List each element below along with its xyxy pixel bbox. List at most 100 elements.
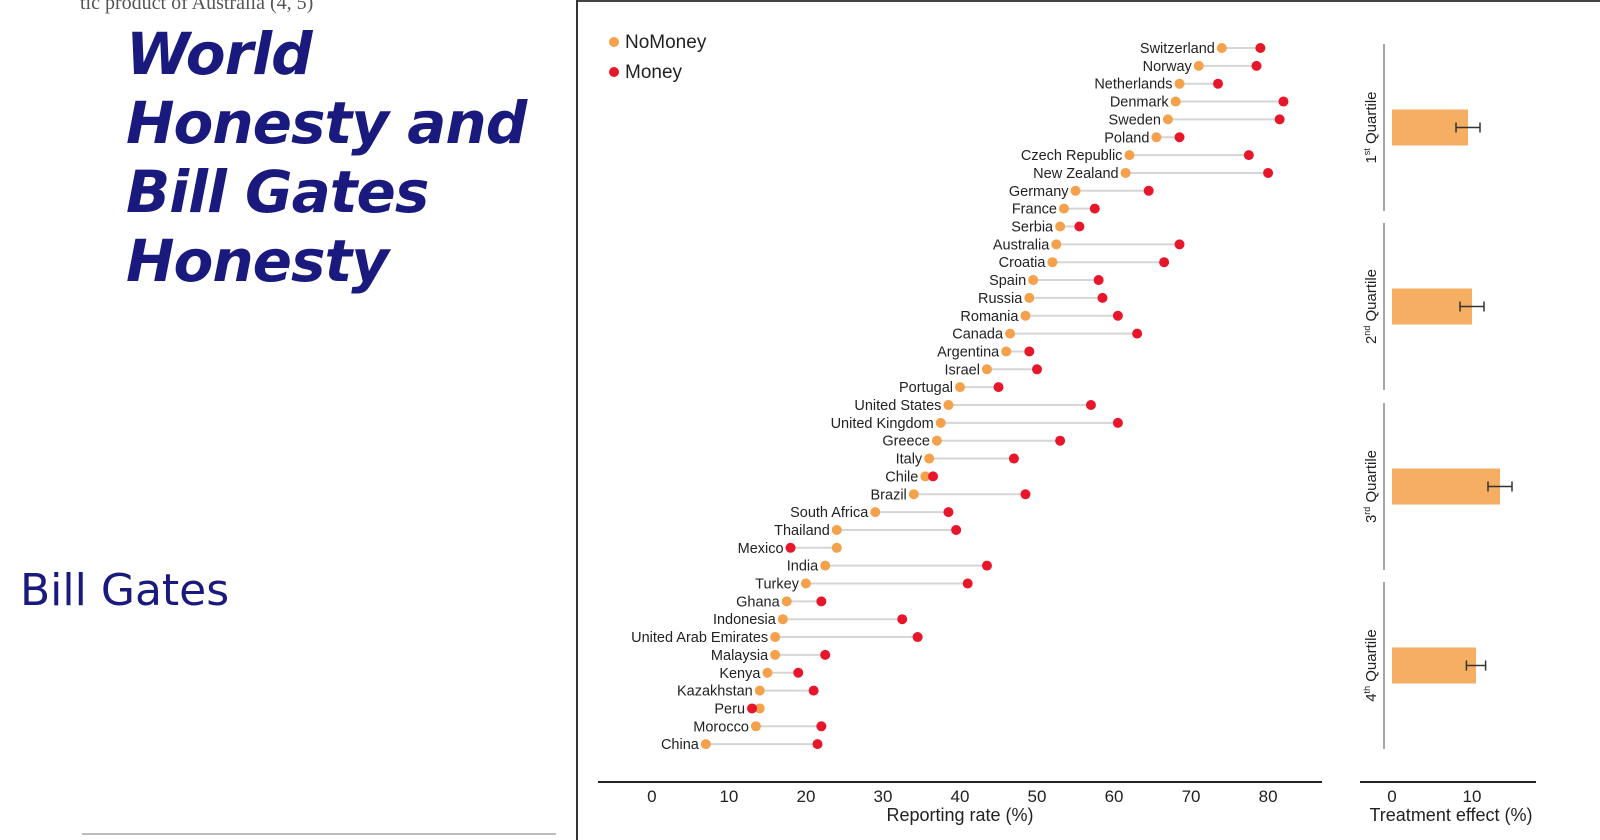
money-point [1263,167,1274,178]
bottom-rule [82,833,556,835]
nomoney-point [754,685,765,696]
x-tick-label: 60 [1105,787,1124,806]
nomoney-point [955,382,965,393]
legend-money-marker [609,67,619,77]
money-point [943,507,954,518]
money-point [808,685,819,696]
country-label: Kazakhstan [677,684,753,700]
country-label: New Zealand [1033,166,1118,182]
country-label: Germany [1009,184,1069,200]
nomoney-point [1001,346,1012,357]
money-point [1032,364,1043,375]
country-label: Canada [952,327,1004,343]
nomoney-point [770,649,781,660]
money-point [1255,43,1266,53]
money-point [820,649,831,660]
money-point [1274,114,1285,125]
nomoney-point [1047,257,1058,268]
x-tick-label: 10 [719,787,738,806]
money-point [897,614,908,625]
country-label: Romania [960,309,1019,325]
country-label: Italy [896,452,923,468]
money-point [928,471,939,482]
nomoney-point [700,739,711,750]
x-tick-label: 30 [874,787,893,806]
country-label: Malaysia [711,648,769,664]
nomoney-point [1070,185,1081,196]
legend-nomoney-label: NoMoney [625,32,707,53]
money-point [1174,132,1185,143]
country-label: Croatia [999,255,1047,271]
country-label: Greece [882,434,930,450]
nomoney-point [1151,132,1162,143]
country-label: United Arab Emirates [631,630,768,646]
money-point [1143,185,1154,196]
honesty-chart: Switzerland Norway Netherlands DenmarkSwede… [598,32,1536,825]
country-label: Switzerland [1140,41,1215,57]
nomoney-point [1024,292,1035,303]
nomoney-point [908,489,919,500]
money-point [1132,328,1143,339]
country-label: Poland [1104,130,1149,146]
slide-title: World Honesty and Bill Gates Honesty [126,20,527,295]
money-point [981,560,992,571]
money-point [993,382,1004,393]
x-tick-label: 80 [1259,787,1278,806]
country-label: Mexico [738,541,784,557]
country-label: Norway [1143,59,1193,75]
slide-subtitle: Bill Gates [20,565,230,616]
x-tick-label: 40 [951,787,970,806]
country-label: Ghana [736,594,780,610]
money-point [812,739,823,750]
country-label: Turkey [755,577,800,593]
country-label: Sweden [1109,112,1161,128]
money-point [1112,310,1123,321]
money-point [1008,453,1019,464]
nomoney-point [750,721,761,732]
legend-money-label: Money [625,62,683,83]
money-point [747,703,758,714]
quartile-bar [1392,288,1472,325]
country-label: Indonesia [713,612,777,628]
money-point [1112,417,1123,428]
money-point [1097,292,1108,303]
nomoney-point [870,507,881,518]
country-label: Brazil [871,487,907,503]
country-label: Czech Republic [1021,148,1123,164]
x-tick-label: 70 [1182,787,1201,806]
nomoney-point [935,417,946,428]
top-rule [578,0,1600,2]
country-label: Argentina [937,344,1000,360]
money-point [1213,78,1224,89]
x-axis-title: Reporting rate (%) [886,805,1033,825]
money-point [1278,96,1289,107]
money-point [816,721,827,732]
nomoney-point [1020,310,1031,321]
country-label: Portugal [899,380,953,396]
nomoney-point [820,560,831,571]
money-point [912,632,923,643]
country-label: Spain [989,273,1026,289]
quartile-label: 2nd Quartile [1362,269,1380,344]
money-point [1251,60,1262,71]
nomoney-point [1120,167,1131,178]
money-point [951,524,962,535]
x-tick-label: 20 [796,787,815,806]
nomoney-point [831,524,842,535]
nomoney-point [800,578,811,589]
money-point [816,596,827,607]
money-point [1159,257,1170,268]
nomoney-point [1193,60,1204,71]
nomoney-point [1005,328,1016,339]
money-point [1024,346,1035,357]
nomoney-point [770,632,781,643]
money-point [1085,400,1096,410]
money-point [1093,275,1104,286]
cropped-text-snippet: tic product of Australia (4, 5) [80,0,314,14]
treatment-axis-title: Treatment effect (%) [1369,805,1532,825]
money-point [962,578,973,589]
x-tick-label: 50 [1028,787,1047,806]
nomoney-point [1051,239,1062,250]
money-point [1055,435,1066,446]
nomoney-point [931,435,942,446]
